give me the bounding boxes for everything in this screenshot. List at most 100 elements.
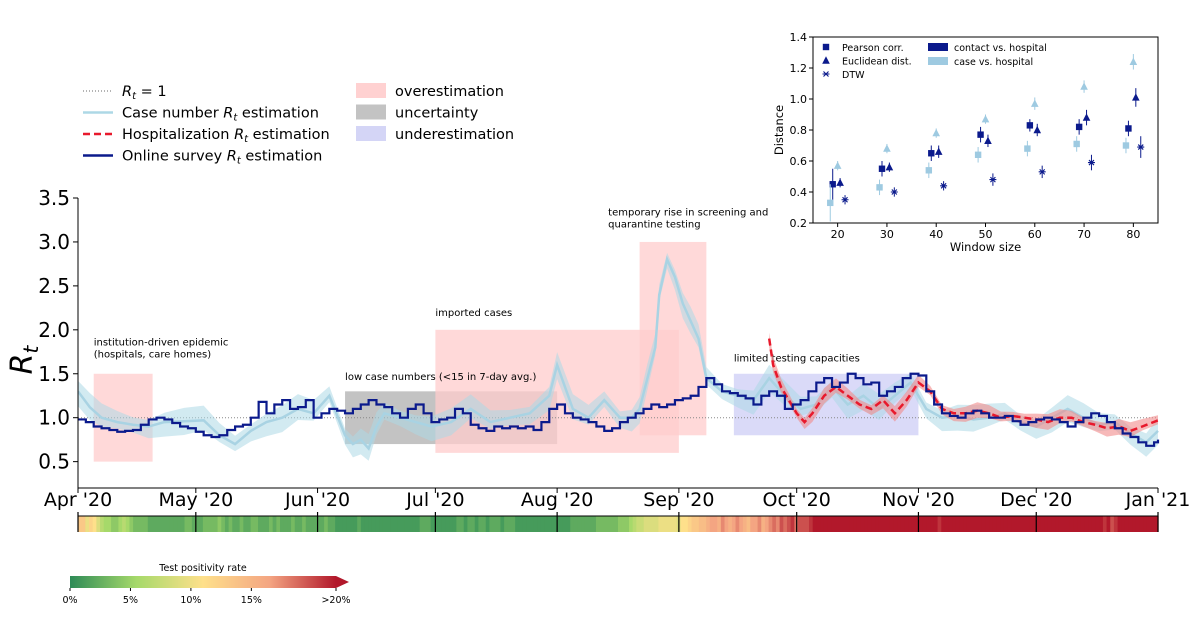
positivity-day-cell (1000, 516, 1005, 532)
positivity-day-cell (210, 516, 215, 532)
positivity-day-cell (1062, 516, 1067, 532)
positivity-day-cell (426, 516, 432, 532)
positivity-day-cell (485, 516, 491, 532)
inset-legend-label: DTW (842, 70, 865, 81)
positivity-day-cell (151, 516, 156, 532)
positivity-day-cell (775, 516, 781, 532)
triangle-marker (1030, 99, 1039, 107)
positivity-day-cell (779, 516, 784, 532)
positivity-day-cell (944, 516, 950, 532)
series-layer (78, 252, 1160, 461)
positivity-day-cell (970, 516, 975, 532)
positivity-day-cell (834, 516, 840, 532)
colorbar-extend-arrow (336, 576, 349, 588)
positivity-day-cell (812, 516, 817, 532)
region-label-line: quarantine testing (608, 220, 700, 231)
positivity-day-cell (551, 516, 557, 532)
inset-series (841, 136, 1145, 205)
inset-legend-swatch (928, 57, 948, 65)
y-tick-label: 2.5 (38, 274, 70, 298)
positivity-day-cell (893, 516, 898, 532)
positivity-day-cell (254, 516, 259, 532)
legend-text: R (122, 84, 132, 100)
positivity-day-cell (482, 516, 487, 532)
legend-text: t (237, 156, 242, 167)
positivity-day-cell (606, 516, 612, 532)
positivity-day-cell (504, 516, 509, 532)
square-marker (1122, 142, 1130, 149)
positivity-day-cell (900, 516, 906, 532)
legend-text: estimation (248, 127, 330, 143)
star-marker (822, 71, 830, 77)
positivity-day-cell (515, 516, 520, 532)
positivity-day-cell (122, 516, 127, 532)
positivity-day-cell (588, 516, 593, 532)
positivity-day-cell (706, 516, 711, 532)
positivity-day-cell (941, 516, 946, 532)
positivity-day-cell (761, 516, 766, 532)
positivity-day-cell (1102, 516, 1108, 532)
positivity-day-cell (529, 516, 535, 532)
positivity-day-cell (313, 516, 318, 532)
colorbar-tick-label: 10% (180, 595, 201, 606)
positivity-day-cell (853, 516, 858, 532)
positivity-day-cell (452, 516, 457, 532)
positivity-day-cell (81, 516, 86, 532)
square-marker (974, 151, 982, 158)
positivity-day-cell (445, 516, 450, 532)
positivity-day-cell (537, 516, 542, 532)
region-label: low case numbers (<15 in 7-day avg.) (345, 372, 536, 383)
x-tick-label: Jul '20 (405, 489, 464, 511)
positivity-day-cell (860, 516, 865, 532)
positivity-day-cell (658, 516, 663, 532)
positivity-day-cell (518, 516, 524, 532)
positivity-day-cell (401, 516, 406, 532)
positivity-day-cell (133, 516, 138, 532)
positivity-day-cell (562, 516, 568, 532)
region-label-line: institution-driven epidemic (94, 338, 229, 349)
inset-x-tick-label: 60 (1028, 228, 1042, 241)
positivity-day-cell (78, 516, 83, 532)
positivity-day-cell (1117, 516, 1122, 532)
positivity-day-cell (570, 516, 575, 532)
star-marker (1038, 168, 1046, 175)
inset-legend-label: case vs. hospital (954, 57, 1033, 68)
positivity-day-cell (728, 516, 733, 532)
positivity-day-cell (731, 516, 737, 532)
x-tick-label: Aug '20 (521, 489, 594, 511)
legend-label: underestimation (395, 127, 514, 143)
inset-x-tick-label: 30 (880, 228, 894, 241)
x-tick-label: Jun '20 (284, 489, 350, 511)
legend-text: R (234, 127, 244, 143)
triangle-marker (833, 161, 842, 169)
positivity-day-cell (1073, 516, 1078, 532)
positivity-day-cell (1051, 516, 1056, 532)
positivity-day-cell (566, 516, 571, 532)
positivity-day-cell (867, 516, 873, 532)
inset-x-tick-label: 40 (929, 228, 943, 241)
positivity-day-cell (136, 516, 142, 532)
positivity-day-cell (493, 516, 498, 532)
legend-text: Online survey (122, 149, 227, 165)
legend-text: t (132, 91, 137, 102)
x-tick-label: Dec '20 (1000, 489, 1072, 511)
square-marker (925, 167, 933, 174)
positivity-day-cell (948, 516, 953, 532)
colorbar-gradient (70, 576, 336, 588)
triangle-marker (932, 128, 941, 137)
square-marker (1075, 123, 1083, 131)
positivity-day-cell (302, 516, 307, 532)
positivity-day-cell (467, 516, 472, 532)
positivity-day-cell (213, 516, 219, 532)
legend-label-3: Online survey Rt estimation (122, 149, 322, 167)
positivity-day-cell (85, 516, 90, 532)
positivity-day-cell (955, 516, 961, 532)
positivity-day-cell (783, 516, 788, 532)
positivity-day-cell (845, 516, 851, 532)
positivity-day-cell (966, 516, 972, 532)
triangle-marker (885, 163, 894, 171)
positivity-day-cell (989, 516, 994, 532)
positivity-day-cell (438, 516, 443, 532)
positivity-day-cell (786, 516, 792, 532)
